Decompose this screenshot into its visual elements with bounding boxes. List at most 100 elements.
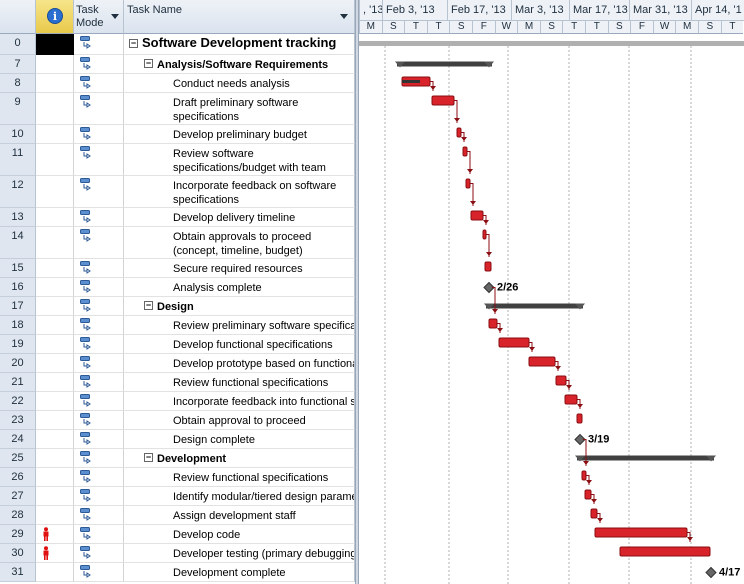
task-name-cell[interactable]: − Software Development tracking [124, 34, 355, 55]
indicator-cell[interactable] [36, 278, 74, 297]
summary-end-cap[interactable] [575, 303, 585, 310]
indicator-cell[interactable] [36, 392, 74, 411]
timescale-day[interactable]: S [698, 21, 721, 34]
row-id[interactable]: 16 [0, 278, 36, 297]
dependency-arrow-icon[interactable] [430, 86, 436, 90]
task-bar[interactable] [528, 356, 556, 367]
task-bar[interactable] [465, 178, 471, 189]
timescale-day[interactable]: T [426, 21, 450, 34]
task-mode-cell[interactable] [74, 430, 124, 449]
row-id[interactable]: 14 [0, 227, 36, 259]
task-row[interactable]: 0 − Software Development tracking [0, 34, 355, 55]
task-name-cell[interactable]: Secure required resources [124, 259, 355, 278]
summary-bar[interactable] [397, 61, 492, 67]
task-row[interactable]: 27 Identify modular/tiered design paramet… [0, 487, 355, 506]
row-id[interactable]: 8 [0, 74, 36, 93]
timescale-week[interactable]: Mar 31, '13 [629, 0, 691, 21]
task-row[interactable]: 31 Development complete [0, 563, 355, 582]
task-name-cell[interactable]: Developer testing (primary debugging) [124, 544, 355, 563]
task-row[interactable]: 15 Secure required resources [0, 259, 355, 278]
dependency-arrow-icon[interactable] [586, 480, 592, 484]
task-mode-cell[interactable] [74, 278, 124, 297]
timescale-day[interactable]: T [404, 21, 427, 34]
dependency-link[interactable] [467, 151, 471, 175]
task-bar[interactable] [462, 146, 468, 157]
task-name-cell[interactable]: Analysis complete [124, 278, 355, 297]
timescale-day[interactable]: W [494, 21, 518, 34]
task-bar[interactable] [470, 210, 484, 221]
dependency-link[interactable] [492, 287, 496, 315]
task-row[interactable]: 20 Develop prototype based on functional … [0, 354, 355, 373]
summary-end-cap[interactable] [395, 61, 405, 68]
task-name-cell[interactable]: Obtain approval to proceed [124, 411, 355, 430]
task-bar[interactable] [431, 95, 455, 106]
task-name-cell[interactable]: Review preliminary software specificatio… [124, 316, 355, 335]
row-id[interactable]: 18 [0, 316, 36, 335]
timescale-week[interactable]: Mar 17, '13 [569, 0, 629, 21]
indicator-cell[interactable] [36, 144, 74, 176]
timescale-week[interactable]: Feb 17, '13 [447, 0, 511, 21]
indicator-cell[interactable] [36, 411, 74, 430]
task-name-cell[interactable]: Develop functional specifications [124, 335, 355, 354]
task-mode-cell[interactable] [74, 125, 124, 144]
milestone-diamond[interactable] [574, 433, 586, 446]
task-row[interactable]: 14 Obtain approvals to proceed (concept, … [0, 227, 355, 259]
row-id[interactable]: 10 [0, 125, 36, 144]
row-id[interactable]: 20 [0, 354, 36, 373]
task-name-cell[interactable]: Identify modular/tiered design parameter… [124, 487, 355, 506]
timescale-week[interactable]: Apr 14, '1 [691, 0, 744, 21]
task-mode-cell[interactable] [74, 411, 124, 430]
indicator-cell[interactable] [36, 544, 74, 563]
task-row[interactable]: 16 Analysis complete [0, 278, 355, 297]
timescale-week[interactable]: Mar 3, '13 [511, 0, 569, 21]
summary-bar[interactable] [577, 455, 714, 461]
milestone-date-label[interactable]: 3/19 [588, 434, 609, 446]
dependency-arrow-icon[interactable] [577, 404, 583, 408]
task-name-cell[interactable]: Incorporate feedback into functional spe… [124, 392, 355, 411]
task-name-cell[interactable]: Draft preliminary software specification… [124, 93, 355, 125]
task-row[interactable]: 10 Develop preliminary budget [0, 125, 355, 144]
task-name-header[interactable]: Task Name [124, 0, 355, 34]
indicator-cell[interactable] [36, 335, 74, 354]
milestone-diamond[interactable] [483, 281, 495, 294]
overallocated-person-icon[interactable] [42, 527, 50, 541]
task-bar[interactable] [594, 527, 688, 538]
task-bar[interactable] [564, 394, 578, 405]
task-name-cell[interactable]: Design complete [124, 430, 355, 449]
row-id[interactable]: 7 [0, 55, 36, 74]
dependency-arrow-icon[interactable] [583, 461, 589, 465]
task-bar[interactable] [482, 229, 487, 240]
pane-splitter[interactable] [355, 0, 359, 584]
task-row[interactable]: 24 Design complete [0, 430, 355, 449]
timescale-day[interactable]: T [562, 21, 585, 34]
summary-end-cap[interactable] [484, 61, 494, 68]
collapse-toggle-icon[interactable]: − [129, 38, 138, 48]
task-bar[interactable] [590, 508, 598, 519]
task-name-cell[interactable]: Obtain approvals to proceed (concept, ti… [124, 227, 355, 259]
indicators-header[interactable]: i [36, 0, 74, 34]
task-bar[interactable] [576, 413, 583, 424]
timescale-day[interactable]: S [607, 21, 631, 34]
task-name-cell[interactable]: Develop delivery timeline [124, 208, 355, 227]
task-mode-cell[interactable] [74, 176, 124, 208]
dependency-link[interactable] [470, 183, 474, 207]
task-bar[interactable] [619, 546, 711, 557]
task-name-cell[interactable]: Development complete [124, 563, 355, 582]
task-mode-cell[interactable] [74, 55, 124, 74]
dependency-arrow-icon[interactable] [454, 118, 460, 122]
task-row[interactable]: 29 Develop code [0, 525, 355, 544]
timescale-day[interactable]: M [359, 21, 382, 34]
indicator-cell[interactable] [36, 430, 74, 449]
overallocated-person-icon[interactable] [42, 546, 50, 560]
collapse-toggle-icon[interactable]: − [144, 452, 153, 462]
task-mode-cell[interactable] [74, 227, 124, 259]
timescale-day[interactable]: W [652, 21, 676, 34]
task-mode-cell[interactable] [74, 316, 124, 335]
task-mode-cell[interactable] [74, 392, 124, 411]
task-row[interactable]: 26 Review functional specifications [0, 468, 355, 487]
dependency-link[interactable] [454, 100, 458, 124]
task-name-cell[interactable]: Develop code [124, 525, 355, 544]
task-row[interactable]: 22 Incorporate feedback into functional s… [0, 392, 355, 411]
summary-bar[interactable] [486, 303, 583, 309]
task-row[interactable]: 12 Incorporate feedback on software speci… [0, 176, 355, 208]
